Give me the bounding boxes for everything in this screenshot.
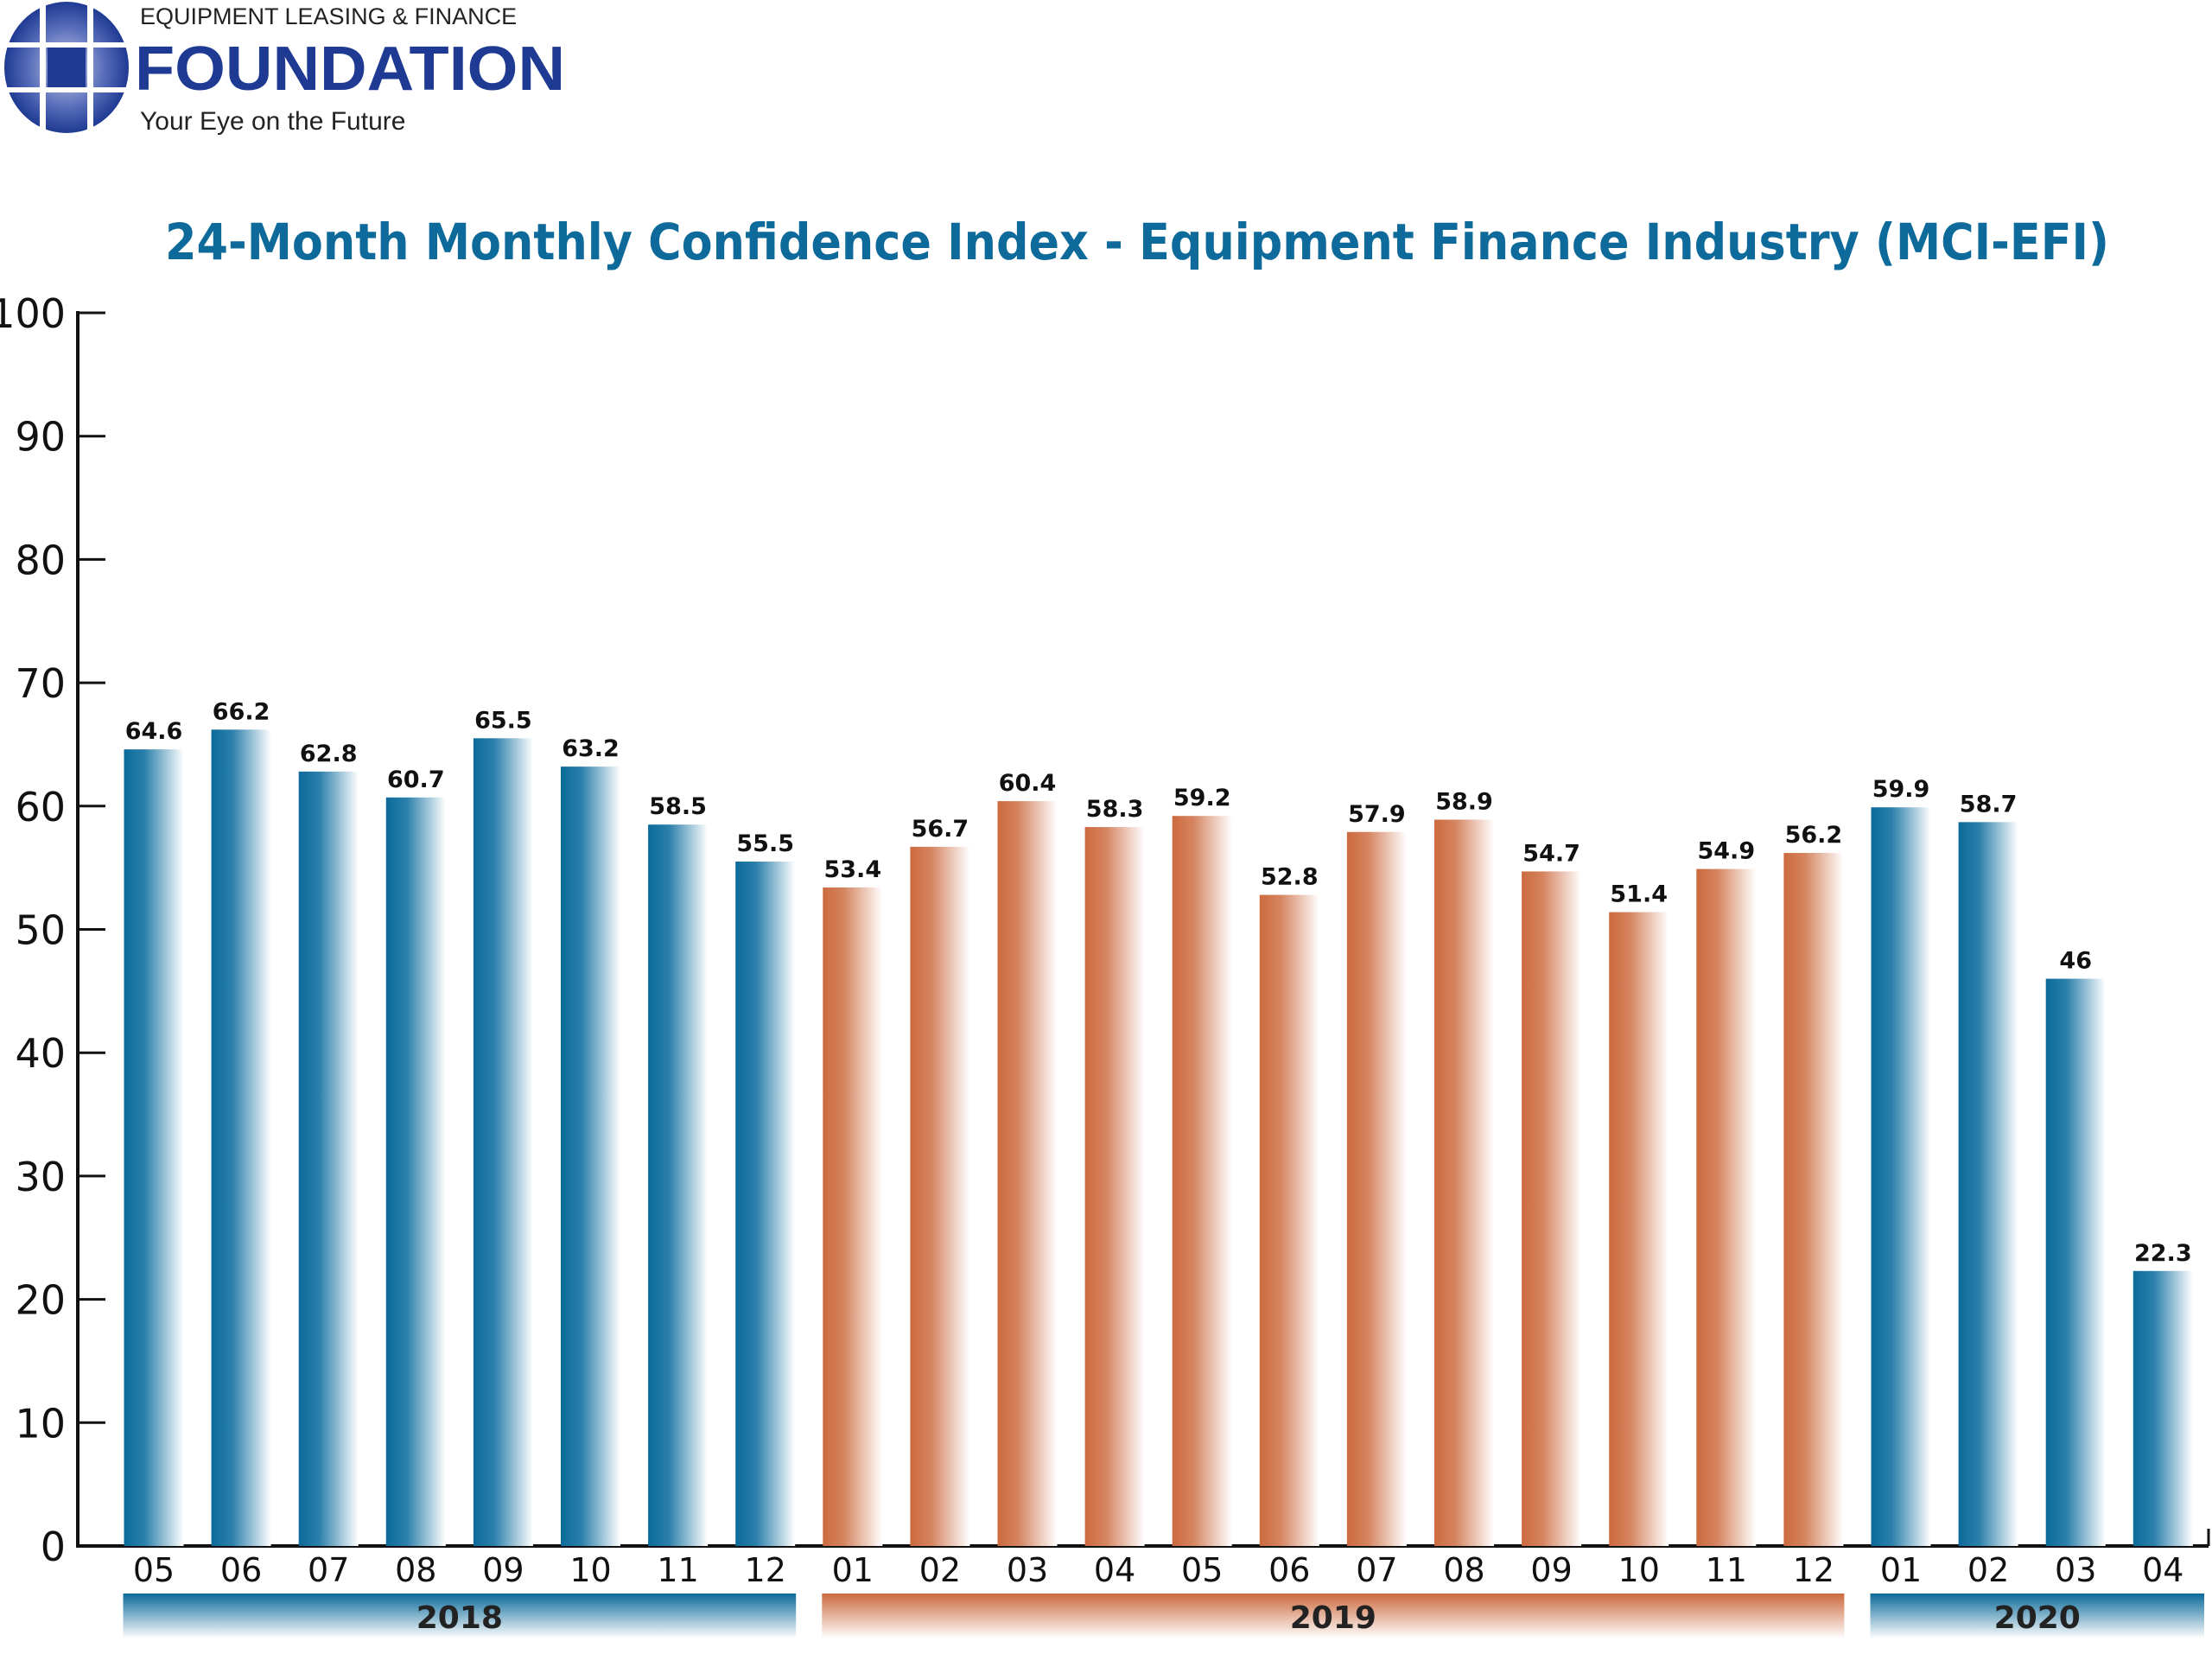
year-band (1870, 1594, 2204, 1638)
bar (1958, 822, 2018, 1546)
x-tick-label: 01 (832, 1551, 874, 1589)
y-tick-label: 10 (15, 1400, 66, 1447)
x-tick-label: 08 (1443, 1551, 1484, 1589)
bar (1871, 807, 1931, 1546)
y-tick-label: 20 (15, 1277, 66, 1324)
x-tick-label: 04 (1094, 1551, 1135, 1589)
x-tick-label: 05 (133, 1551, 175, 1589)
data-label: 54.7 (1522, 840, 1580, 867)
logo: EQUIPMENT LEASING & FINANCE FOUNDATION Y… (0, 0, 565, 137)
data-label: 63.2 (562, 735, 620, 762)
logo-line1: EQUIPMENT LEASING & FINANCE (140, 3, 517, 29)
bar (910, 846, 970, 1546)
bar (473, 738, 533, 1546)
year-band (822, 1594, 1845, 1638)
data-label: 56.7 (912, 816, 969, 843)
bar (997, 801, 1058, 1546)
x-tick-label: 07 (1356, 1551, 1397, 1589)
data-label: 65.5 (474, 707, 532, 734)
data-label: 54.9 (1697, 838, 1755, 865)
year-band (123, 1594, 797, 1638)
x-tick-label: 09 (482, 1551, 524, 1589)
data-label: 52.8 (1261, 864, 1319, 891)
bar (124, 749, 184, 1546)
x-tick-label: 08 (395, 1551, 436, 1589)
y-tick-label: 30 (15, 1154, 66, 1200)
bar (1522, 871, 1582, 1546)
bar (1346, 831, 1407, 1546)
bar (1696, 868, 1757, 1546)
data-label: 58.3 (1086, 796, 1144, 823)
x-tick-label: 01 (1880, 1551, 1922, 1589)
data-label: 60.7 (387, 767, 445, 793)
x-tick-label: 11 (1706, 1551, 1747, 1589)
bar (1434, 819, 1494, 1546)
data-label: 59.2 (1173, 785, 1231, 811)
logo-tagline: Your Eye on the Future (140, 107, 405, 136)
data-label: 57.9 (1348, 801, 1406, 828)
data-label: 58.9 (1435, 788, 1493, 815)
data-label: 55.5 (736, 830, 794, 857)
x-tick-label: 02 (1967, 1551, 2009, 1589)
data-label: 58.5 (649, 793, 707, 820)
logo-globe-icon (0, 0, 138, 137)
x-tick-label: 03 (2055, 1551, 2096, 1589)
bar (211, 729, 271, 1546)
bar (2133, 1270, 2193, 1546)
x-tick-label: 05 (1181, 1551, 1223, 1589)
bar (2045, 978, 2106, 1546)
bar (823, 887, 883, 1546)
y-tick-label: 80 (15, 537, 66, 583)
y-tick-label: 50 (15, 907, 66, 954)
bar (385, 797, 446, 1546)
data-label: 64.6 (125, 718, 183, 745)
y-tick-label: 40 (15, 1030, 66, 1077)
logo-wordmark: FOUNDATION (135, 35, 565, 104)
y-tick-label: 90 (15, 414, 66, 461)
x-tick-label: 04 (2142, 1551, 2183, 1589)
x-tick-label: 03 (1007, 1551, 1048, 1589)
year-label: 2020 (1994, 1600, 2081, 1636)
bar (1609, 912, 1669, 1546)
data-label: 59.9 (1872, 776, 1930, 803)
x-tick-label: 02 (919, 1551, 961, 1589)
x-tick-label: 09 (1530, 1551, 1572, 1589)
year-label: 2018 (416, 1600, 503, 1636)
bar (1259, 894, 1319, 1546)
bar (1783, 853, 1844, 1546)
x-tick-label: 11 (657, 1551, 698, 1589)
data-label: 66.2 (213, 698, 270, 725)
y-tick-label: 70 (15, 660, 66, 707)
data-label: 46 (2059, 948, 2092, 975)
data-label: 58.7 (1960, 791, 2018, 817)
x-tick-label: 12 (745, 1551, 786, 1589)
x-tick-label: 06 (1268, 1551, 1310, 1589)
x-tick-label: 10 (1618, 1551, 1660, 1589)
bar (561, 767, 620, 1546)
data-label: 22.3 (2134, 1240, 2192, 1267)
bar (1172, 816, 1232, 1546)
data-label: 56.2 (1785, 822, 1843, 849)
y-tick-label: 100 (0, 290, 66, 337)
bar (298, 771, 359, 1546)
data-label: 53.4 (823, 856, 881, 883)
data-label: 60.4 (999, 770, 1057, 797)
x-tick-label: 06 (220, 1551, 262, 1589)
bar (1084, 827, 1145, 1546)
bar (648, 824, 709, 1546)
data-label: 62.8 (300, 741, 358, 767)
x-tick-label: 12 (1793, 1551, 1834, 1589)
y-tick-label: 0 (41, 1524, 66, 1570)
data-label: 51.4 (1610, 881, 1668, 908)
y-tick-label: 60 (15, 784, 66, 830)
bar (735, 862, 796, 1546)
x-tick-label: 07 (308, 1551, 349, 1589)
year-label: 2019 (1290, 1600, 1376, 1636)
x-tick-label: 10 (569, 1551, 611, 1589)
chart-title: 24-Month Monthly Confidence Index - Equi… (165, 213, 2109, 271)
